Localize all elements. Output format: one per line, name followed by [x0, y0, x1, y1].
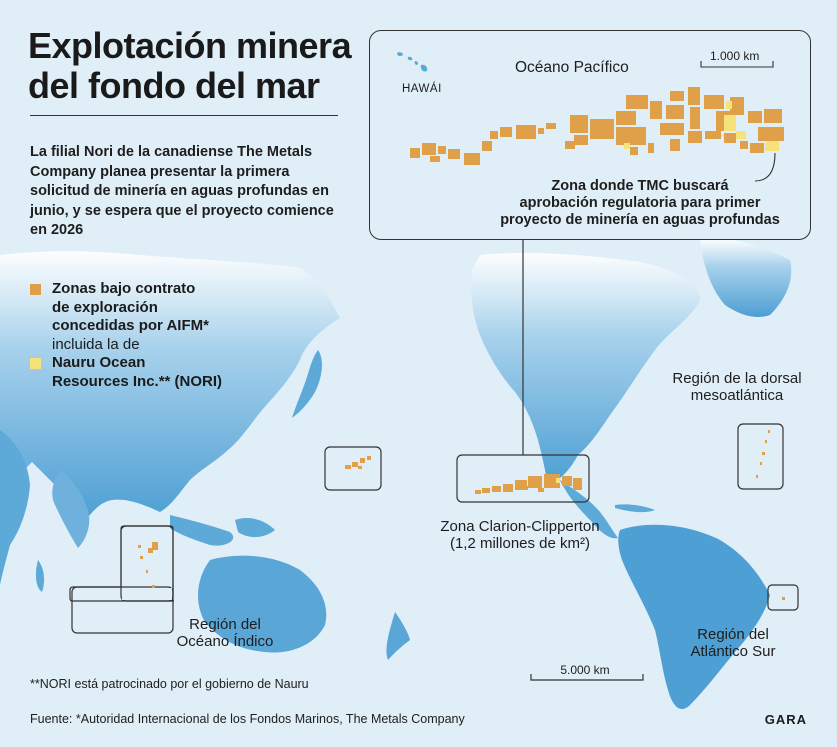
- mar-label-line2: mesoatlántica: [690, 387, 784, 404]
- indian-ocean-zones: [138, 542, 158, 588]
- mar-label-line1: Región de la dorsal: [672, 370, 802, 387]
- hawaii-islands: [397, 52, 428, 72]
- inset-scale-label: 1.000 km: [710, 49, 760, 63]
- mid-atlantic-label: Región de la dorsal mesoatlántica: [657, 370, 817, 404]
- south-america-landmass: [618, 524, 770, 710]
- south-atlantic-line2: Atlántico Sur: [690, 643, 776, 660]
- ccz-map-box: [456, 454, 590, 503]
- greenland-landmass: [700, 238, 792, 317]
- japan-landmass: [292, 350, 322, 418]
- brand-logo: GARA: [764, 712, 807, 727]
- callout-line3: proyecto de minería en aguas profundas: [500, 212, 780, 228]
- main-scale-label: 5.000 km: [560, 663, 610, 677]
- inset-nori-zones: [624, 101, 779, 151]
- madagascar-landmass: [35, 560, 45, 592]
- legend-nori-swatch: [30, 358, 41, 369]
- callout-line2: aprobación regulatoria para primer: [519, 195, 761, 211]
- africa-landmass: [0, 430, 30, 585]
- mid-atlantic-zones: [756, 430, 770, 478]
- southeast-asia-islands: [170, 515, 275, 546]
- caribbean-islands: [615, 504, 655, 513]
- tmc-zone-callout: Zona donde TMC buscará aprobación regula…: [470, 178, 810, 229]
- ccz-label: Zona Clarion-Clipperton (1,2 millones de…: [420, 518, 620, 552]
- pacific-ocean-label: Océano Pacífico: [515, 59, 629, 76]
- indian-label-line2: Océano Índico: [176, 633, 274, 650]
- south-atlantic-line1: Región del: [697, 626, 769, 643]
- ccz-label-line1: Zona Clarion-Clipperton: [440, 518, 600, 535]
- main-scale-bar: [530, 674, 644, 681]
- source-line: Fuente: *Autoridad Internacional de los …: [30, 712, 465, 726]
- north-america-landmass: [471, 252, 700, 485]
- footnote: **NORI está patrocinado por el gobierno …: [30, 677, 309, 691]
- ccz-map-zones: [475, 474, 582, 494]
- mid-atlantic-box: [737, 423, 784, 490]
- legend-included-text: incluida la de: [52, 335, 140, 353]
- indian-ocean-label: Región del Océano Índico: [155, 616, 295, 650]
- legend-nori-zone: Nauru Ocean Resources Inc.** (NORI): [30, 354, 310, 391]
- legend-contract-line2: de exploración: [52, 298, 158, 316]
- western-pacific-zones: [345, 456, 371, 469]
- central-america-landmass: [560, 480, 618, 539]
- western-pacific-box: [324, 446, 382, 491]
- callout-line1: Zona donde TMC buscará: [551, 178, 729, 194]
- indian-label-line1: Región del: [189, 616, 261, 633]
- legend: Zonas bajo contrato de exploración conce…: [30, 280, 310, 391]
- legend-contract-line3: concedidas por AIFM*: [52, 317, 209, 334]
- intro-text: La filial Nori de la canadiense The Meta…: [30, 144, 334, 238]
- inset-map: [397, 52, 784, 182]
- inset-scale-bar: [700, 61, 774, 68]
- asia-landmass: [0, 251, 340, 520]
- ccz-label-line2: (1,2 millones de km²): [449, 535, 591, 552]
- hawaii-label: HAWÁI: [402, 83, 442, 95]
- legend-nori-line2: Resources Inc.** (NORI): [52, 372, 223, 390]
- title-divider: [30, 115, 338, 116]
- south-atlantic-label: Región del Atlántico Sur: [668, 626, 798, 660]
- australia-landmass: [198, 555, 327, 653]
- legend-contract-line1: Zonas bajo contrato: [52, 280, 196, 297]
- ccz-detail-inset: HAWÁI Océano Pacífico 1.000 km Zona dond…: [369, 30, 811, 240]
- india-landmass: [52, 470, 90, 548]
- south-atlantic-box: [767, 584, 799, 611]
- new-zealand-landmass: [386, 612, 410, 660]
- legend-nori-line1: Nauru Ocean: [52, 354, 146, 371]
- legend-contract-swatch: [30, 284, 41, 295]
- legend-contract-zones: Zonas bajo contrato de exploración conce…: [30, 280, 310, 354]
- page-title: Explotación minera del fondo del mar: [28, 25, 352, 106]
- callout-pointer-line: [754, 152, 776, 182]
